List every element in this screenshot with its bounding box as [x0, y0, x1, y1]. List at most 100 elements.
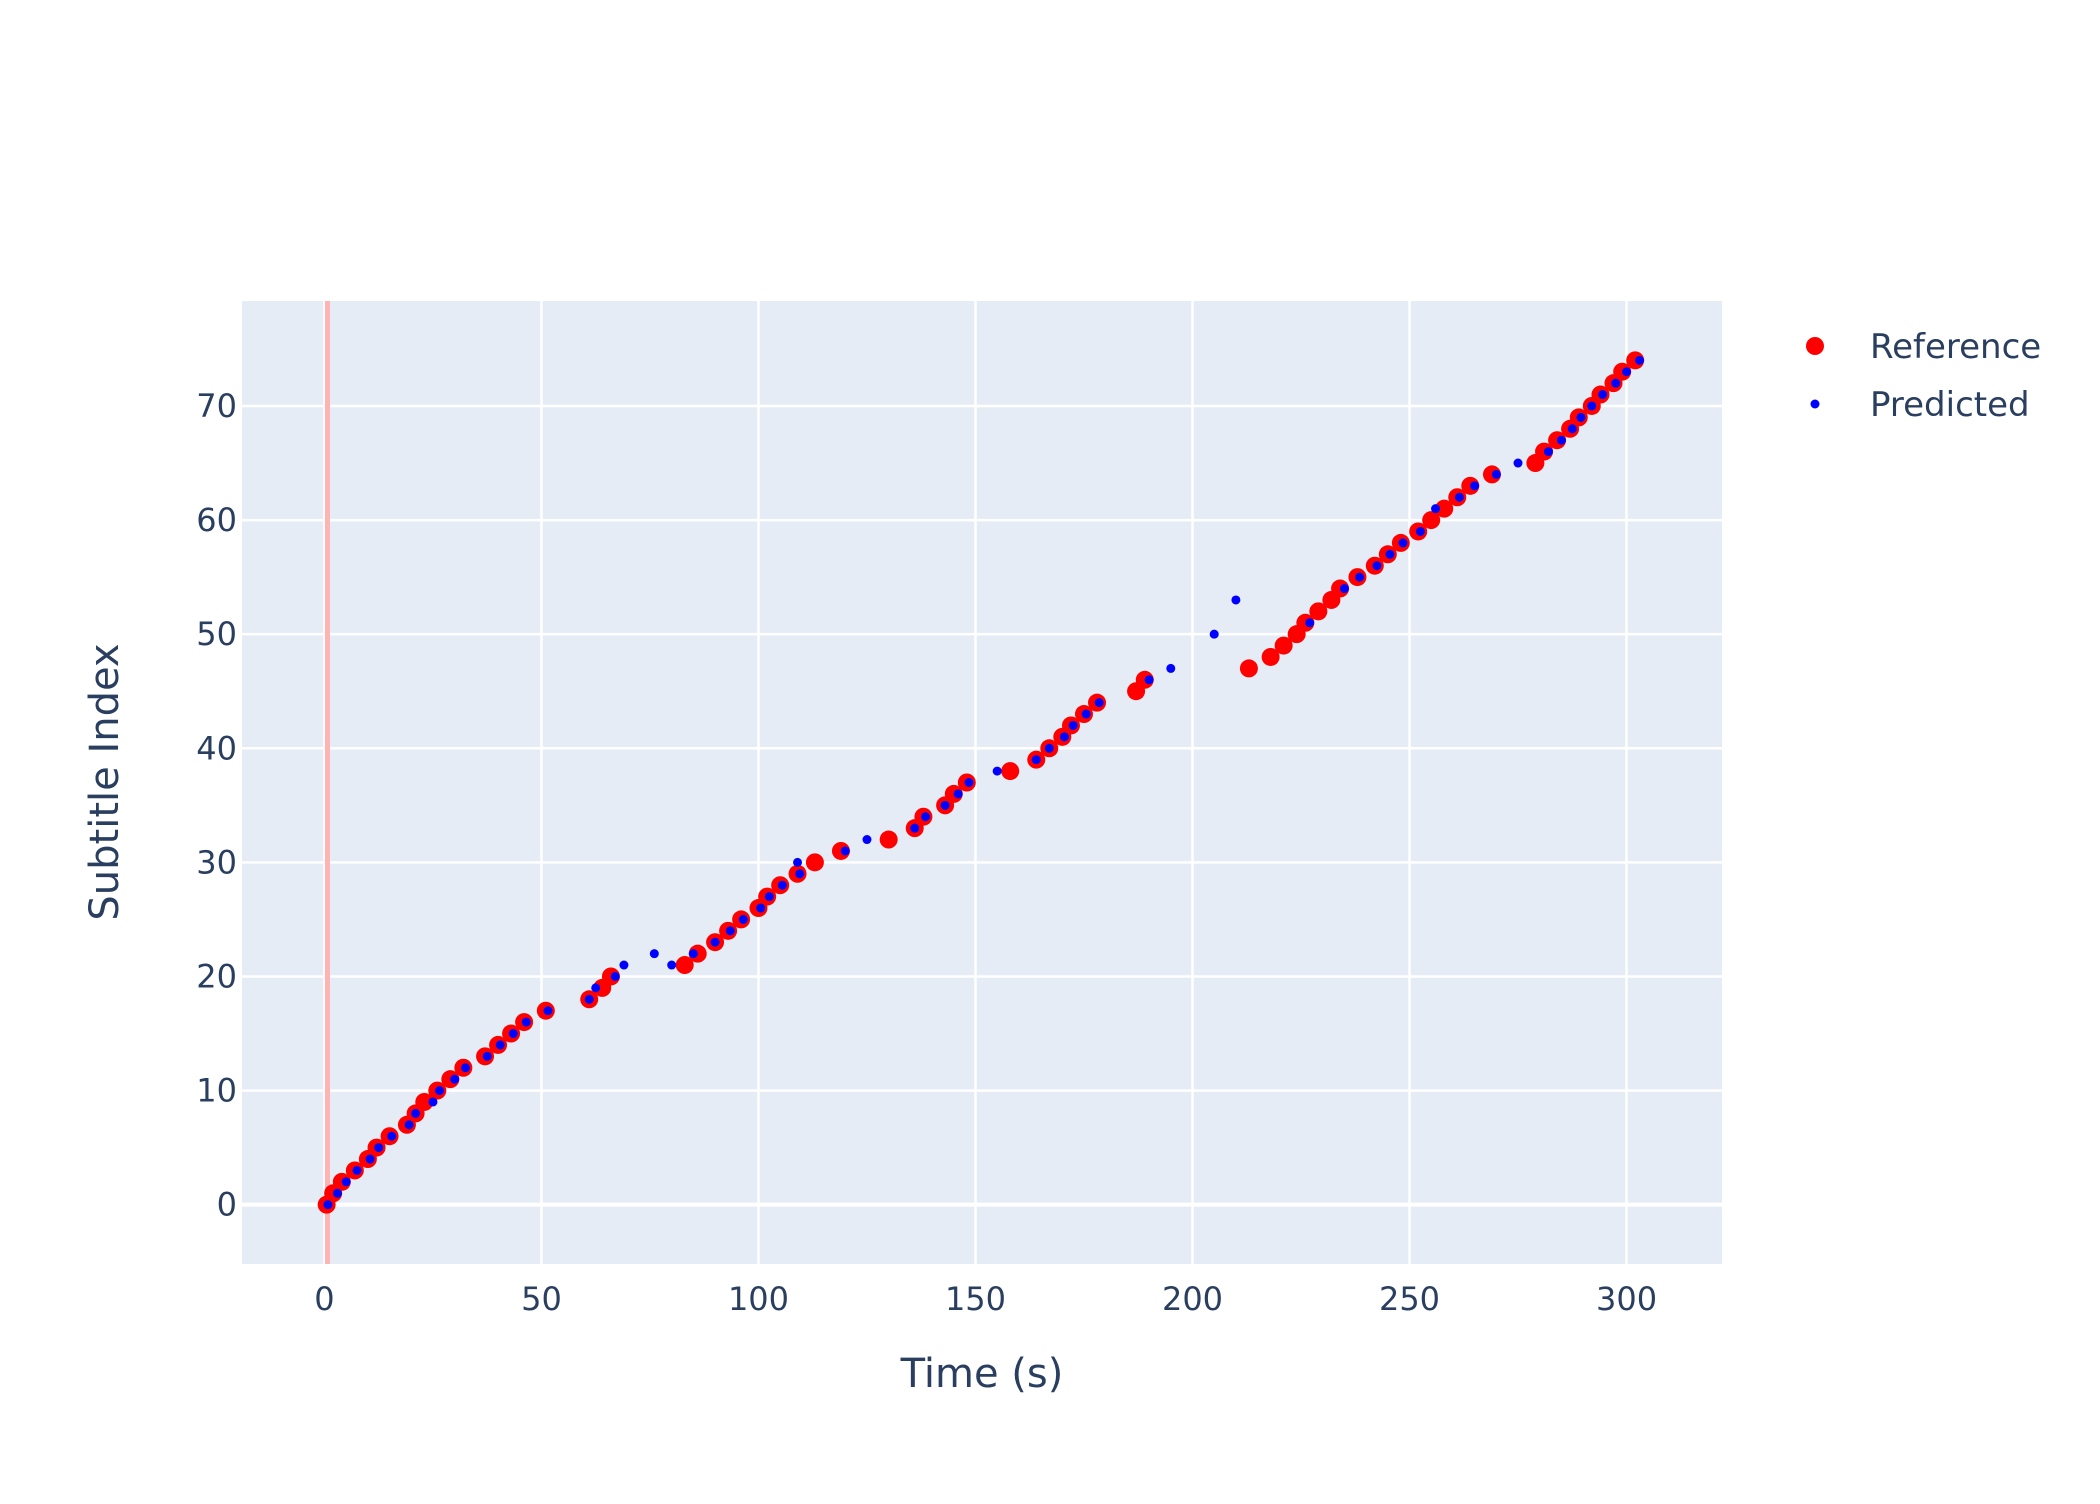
predicted-point: [341, 1177, 351, 1187]
x-tick-label: 200: [1162, 1280, 1223, 1318]
reference-point: [1274, 636, 1293, 655]
predicted-point: [387, 1131, 397, 1141]
series-layer: [317, 351, 1645, 1214]
predicted-point: [365, 1154, 375, 1164]
reference-point: [1422, 511, 1441, 530]
predicted-point: [521, 1017, 531, 1027]
predicted-point: [1398, 538, 1408, 548]
reference-point: [805, 853, 824, 872]
predicted-point: [1372, 561, 1382, 571]
y-tick-label: 60: [196, 501, 237, 539]
predicted-point: [1454, 492, 1464, 502]
predicted-point: [795, 869, 805, 879]
y-tick-label: 10: [196, 1072, 237, 1110]
reference-point: [1309, 602, 1328, 621]
x-tick-label: 100: [728, 1280, 789, 1318]
predicted-point: [992, 766, 1002, 776]
y-tick-label: 0: [217, 1186, 237, 1224]
predicted-point: [667, 960, 677, 970]
predicted-point: [940, 800, 950, 810]
predicted-point: [725, 926, 735, 936]
y-tick-label: 70: [196, 387, 237, 425]
reference-point: [1239, 659, 1258, 678]
x-tick-label: 250: [1379, 1280, 1440, 1318]
grid: [242, 301, 1722, 1264]
predicted-point: [793, 857, 803, 867]
plot-background: [242, 301, 1722, 1264]
predicted-point: [840, 846, 850, 856]
predicted-point: [1068, 720, 1078, 730]
predicted-point: [964, 778, 974, 787]
predicted-point: [1543, 447, 1553, 457]
predicted-point: [1598, 390, 1608, 400]
predicted-point: [688, 949, 698, 959]
predicted-point: [1339, 584, 1349, 594]
y-tick-label: 20: [196, 957, 237, 995]
predicted-point: [1081, 709, 1091, 719]
predicted-point: [777, 880, 787, 890]
y-tick-label: 30: [196, 843, 237, 881]
legend: Reference Predicted: [1806, 327, 2041, 425]
predicted-point: [495, 1040, 505, 1050]
predicted-point: [1031, 755, 1041, 765]
predicted-point: [1576, 412, 1586, 422]
predicted-point: [649, 949, 659, 959]
series-predicted: [323, 355, 1645, 1210]
predicted-point: [591, 983, 601, 993]
legend-marker-predicted: [1810, 399, 1820, 409]
predicted-point: [764, 892, 774, 902]
predicted-point: [1470, 481, 1480, 491]
predicted-point: [610, 971, 620, 981]
reference-point: [879, 830, 898, 849]
predicted-point: [862, 835, 872, 845]
x-tick-label: 0: [314, 1280, 334, 1318]
predicted-point: [428, 1097, 438, 1107]
predicted-point: [1556, 435, 1566, 445]
predicted-point: [1044, 743, 1054, 753]
predicted-point: [1059, 732, 1069, 742]
reference-point: [675, 956, 694, 975]
reference-point: [415, 1092, 434, 1111]
x-tick-label: 50: [521, 1280, 562, 1318]
predicted-point: [1231, 595, 1241, 605]
predicted-point: [619, 960, 629, 970]
predicted-point: [910, 823, 920, 833]
x-tick-label: 150: [945, 1280, 1006, 1318]
predicted-point: [323, 1200, 333, 1210]
predicted-point: [1622, 367, 1632, 377]
predicted-point: [953, 789, 963, 799]
predicted-point: [584, 994, 594, 1004]
predicted-point: [374, 1143, 384, 1153]
reference-point: [1261, 647, 1280, 666]
predicted-point: [352, 1165, 362, 1175]
predicted-point: [508, 1029, 518, 1039]
x-tick-label: 300: [1596, 1280, 1657, 1318]
predicted-point: [482, 1051, 492, 1061]
predicted-point: [1635, 355, 1645, 365]
predicted-point: [1587, 401, 1597, 411]
x-axis-title: Time (s): [900, 1351, 1064, 1397]
legend-label-reference: Reference: [1870, 327, 2041, 367]
predicted-point: [1385, 549, 1395, 559]
reference-point: [1435, 499, 1454, 518]
predicted-point: [411, 1108, 421, 1118]
predicted-point: [434, 1086, 444, 1096]
legend-label-predicted: Predicted: [1870, 385, 2030, 425]
y-tick-label: 40: [196, 729, 237, 767]
predicted-point: [1567, 424, 1577, 434]
legend-marker-reference: [1806, 337, 1824, 355]
predicted-point: [450, 1074, 460, 1084]
predicted-point: [1209, 629, 1219, 639]
predicted-point: [1144, 675, 1154, 685]
tick-labels: 0 50 100 150 200 250 300 0 10 20 30 40 50 60 70: [196, 387, 1657, 1318]
predicted-point: [1094, 698, 1104, 708]
predicted-point: [1415, 526, 1425, 536]
predicted-point: [1611, 378, 1621, 388]
predicted-point: [1431, 504, 1441, 514]
predicted-point: [1166, 663, 1176, 673]
predicted-point: [756, 903, 766, 913]
predicted-point: [1513, 458, 1523, 468]
predicted-point: [404, 1120, 414, 1130]
